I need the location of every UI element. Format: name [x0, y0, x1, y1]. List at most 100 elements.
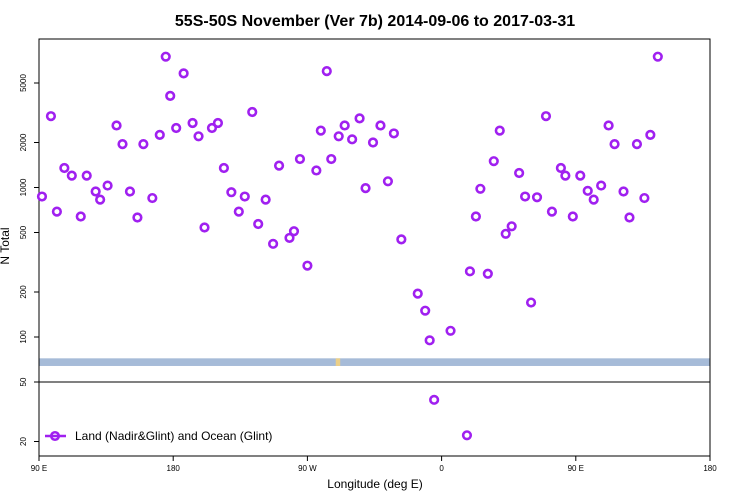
legend: Land (Nadir&Glint) and Ocean (Glint): [45, 429, 272, 443]
data-point: [596, 180, 607, 191]
data-point: [506, 221, 517, 232]
data-point: [652, 51, 663, 62]
data-point: [488, 156, 499, 167]
data-point: [273, 160, 285, 171]
data-point: [560, 170, 571, 181]
background-band: [39, 358, 710, 366]
plot-area: 90 E 180 90 W 0 90 E 180 20 50 100 200 500 1000 2000…: [19, 38, 717, 473]
y-tick-label: 20: [19, 436, 28, 445]
data-point: [603, 120, 614, 131]
data-point: [321, 66, 332, 77]
data-point: [260, 194, 271, 205]
data-point: [233, 206, 244, 217]
data-point: [618, 186, 629, 197]
data-point: [382, 176, 394, 187]
data-point: [631, 139, 643, 150]
plot-frame: [38, 38, 711, 457]
data-point: [388, 128, 399, 139]
data-point: [45, 111, 57, 122]
data-point: [111, 120, 122, 131]
data-point: [288, 226, 300, 237]
data-point: [575, 170, 586, 181]
x-tick-label: 0: [439, 464, 444, 473]
data-point: [470, 211, 481, 222]
x-tick-label: 90 E: [31, 464, 47, 473]
data-point: [609, 139, 620, 150]
data-point: [367, 137, 379, 148]
data-point: [66, 170, 77, 181]
data-point: [582, 185, 593, 196]
data-point: [333, 131, 344, 142]
data-point: [160, 51, 171, 62]
data-point: [339, 120, 350, 131]
legend-label: Land (Nadir&Glint) and Ocean (Glint): [75, 429, 272, 443]
data-point: [75, 211, 86, 222]
data-point: [360, 183, 371, 194]
data-point: [494, 125, 505, 136]
data-point: [464, 266, 476, 277]
data-point: [412, 288, 423, 299]
data-point: [253, 218, 264, 230]
data-point: [268, 238, 279, 249]
data-point: [51, 206, 62, 217]
data-point: [117, 139, 128, 150]
x-axis-label: Longitude (deg E): [327, 477, 422, 491]
data-point: [424, 335, 435, 346]
data-point: [639, 192, 650, 204]
y-tick-label: 1000: [19, 178, 28, 196]
data-point: [311, 165, 322, 176]
data-point: [315, 125, 326, 136]
data-point: [199, 222, 210, 233]
data-point: [624, 212, 635, 223]
data-point: [347, 134, 358, 145]
y-tick-label: 500: [19, 225, 28, 239]
legend-marker-point: [49, 430, 61, 442]
data-point: [102, 180, 113, 191]
y-tick-label: 2000: [19, 133, 28, 151]
data-point: [520, 191, 531, 202]
data-point: [525, 297, 537, 308]
data-point: [154, 129, 165, 140]
data-point: [500, 228, 511, 239]
data-point: [95, 194, 106, 205]
data-point: [514, 167, 525, 179]
data-point: [193, 131, 204, 142]
data-point: [475, 183, 486, 194]
data-point: [540, 111, 552, 122]
data-point: [138, 139, 149, 150]
x-tick-label: 180: [703, 464, 717, 473]
chart-title: 55S-50S November (Ver 7b) 2014-09-06 to …: [175, 13, 575, 30]
y-tick-label: 5000: [19, 74, 28, 92]
data-point: [461, 430, 473, 441]
y-tick-label: 200: [19, 285, 28, 299]
data-point: [36, 191, 48, 202]
data-point: [90, 186, 101, 197]
data-point: [132, 212, 143, 223]
data-point: [226, 187, 237, 198]
data-point: [482, 268, 493, 279]
data-point: [445, 325, 456, 336]
data-point: [420, 305, 431, 316]
x-tick-label: 90 E: [568, 464, 584, 473]
band-highlight: [335, 358, 341, 366]
data-point: [354, 113, 365, 124]
data-point: [165, 90, 176, 101]
data-point: [239, 191, 250, 202]
data-point: [218, 162, 229, 174]
data-point: [429, 394, 440, 405]
data-point: [302, 260, 313, 271]
data-point: [294, 153, 306, 165]
data-point: [147, 192, 158, 204]
data-point: [171, 122, 182, 134]
data-point: [187, 117, 198, 129]
data-point: [81, 170, 92, 181]
y-axis-label: N Total: [0, 227, 12, 264]
data-point: [284, 232, 295, 244]
data-point: [178, 68, 189, 79]
data-point: [326, 153, 337, 165]
x-tick-label: 90 W: [298, 464, 317, 473]
data-point: [375, 120, 386, 131]
data-point: [206, 122, 218, 134]
data-point: [645, 129, 656, 140]
